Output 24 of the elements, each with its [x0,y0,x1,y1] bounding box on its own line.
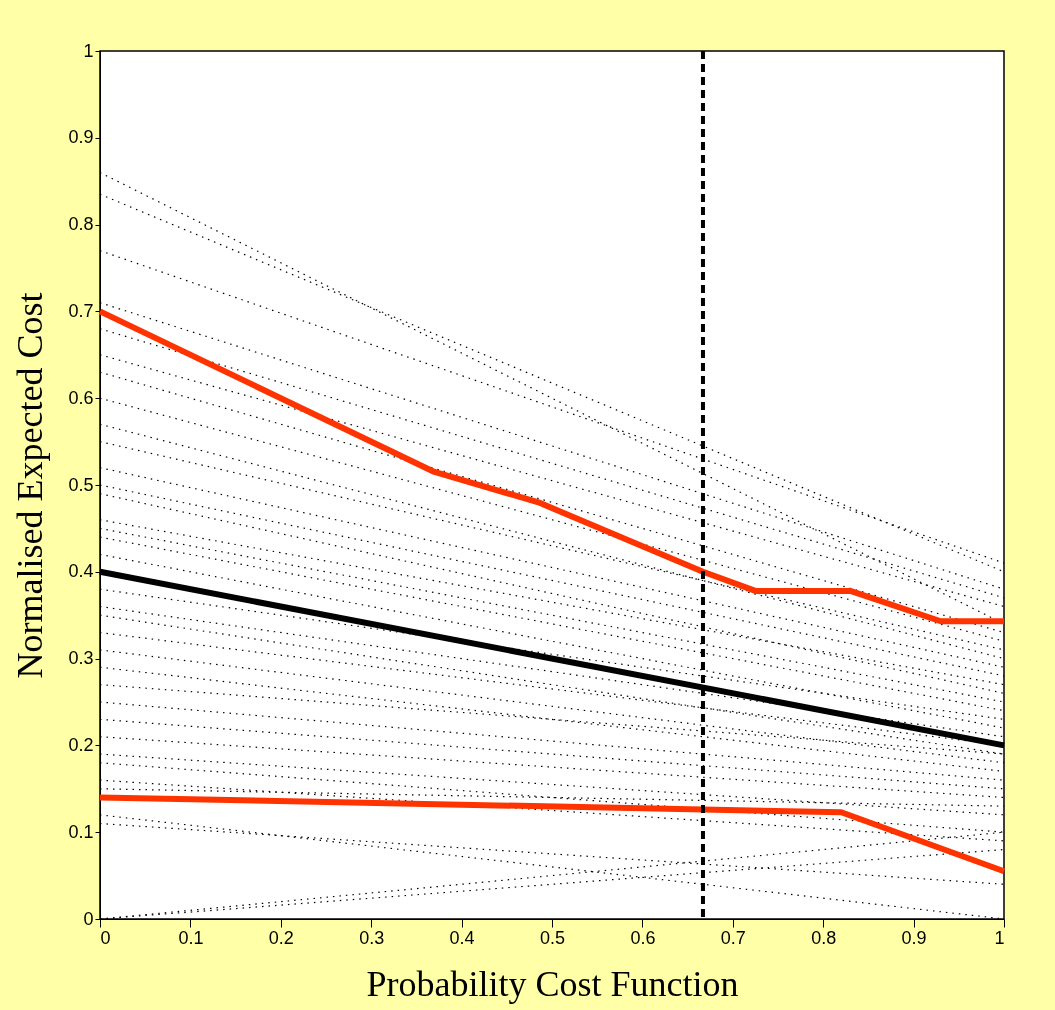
y-tick-label: 1 [83,40,94,61]
y-tick-label: 0.1 [68,821,94,842]
x-tick-label: 0.1 [178,927,204,948]
x-tick-label: 0.3 [359,927,385,948]
y-axis-title: Normalised Expected Cost [10,292,51,679]
x-tick-label: 0.5 [539,927,566,948]
x-tick-label: 0.8 [811,927,837,948]
x-tick-label: 0.4 [449,927,475,948]
y-tick-label: 0.5 [68,474,94,495]
y-tick-label: 0 [83,908,94,929]
y-tick-label: 0.2 [68,734,94,755]
x-tick-label: 0.7 [720,927,746,948]
x-tick-label: 0.2 [268,927,294,948]
x-axis-title: Probability Cost Function [366,963,739,1004]
y-tick-label: 0.4 [68,561,94,582]
y-tick-label: 0.3 [68,648,94,669]
x-tick-label: 1 [994,927,1005,948]
x-tick-label: 0.6 [630,927,656,948]
y-tick-label: 0.9 [68,127,94,148]
y-tick-label: 0.6 [68,387,94,408]
x-tick-label: 0.9 [901,927,927,948]
y-tick-label: 0.8 [68,214,94,235]
y-tick-label: 0.7 [68,300,94,321]
x-tick-label: 0 [100,927,111,948]
